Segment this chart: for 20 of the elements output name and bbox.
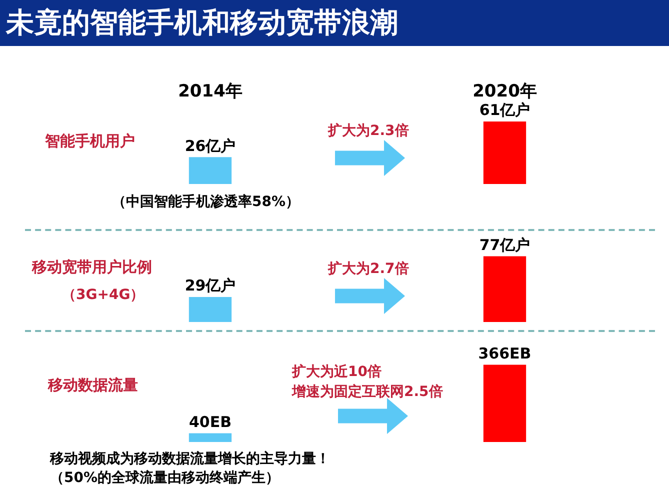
text: （中国智能手机渗透率58%） bbox=[112, 193, 300, 211]
annotation: 扩大为2.3倍 bbox=[328, 122, 409, 140]
data-label: 77亿户 bbox=[479, 236, 530, 254]
data-label: 29亿户 bbox=[184, 276, 236, 295]
data-label: 40EB bbox=[188, 412, 232, 431]
annotation: 增速为固定互联网2.5倍 bbox=[292, 383, 443, 401]
annotation: 扩大为2.7倍 bbox=[328, 260, 409, 278]
chart-title: 未竟的智能手机和移动宽带浪潮 bbox=[0, 0, 669, 46]
y-axis-title: 智能手机用户 bbox=[45, 132, 135, 151]
data-label: 61亿户 bbox=[479, 101, 530, 120]
y-axis-title: 移动宽带用户比例 bbox=[32, 258, 152, 277]
y-axis-title: 移动数据流量 bbox=[48, 376, 138, 395]
x-tick-label: 2020年 bbox=[472, 82, 537, 102]
text: （50%的全球流量由移动终端产生） bbox=[50, 469, 280, 487]
annotation: （3G+4G） bbox=[62, 286, 144, 304]
data-label: 366EB bbox=[478, 344, 532, 363]
annotation: 扩大为近10倍 bbox=[292, 363, 382, 381]
data-label: 26亿户 bbox=[184, 136, 236, 155]
x-tick-label: 2014年 bbox=[178, 82, 242, 102]
text: 移动视频成为移动数据流量增长的主导力量！ bbox=[50, 450, 330, 468]
